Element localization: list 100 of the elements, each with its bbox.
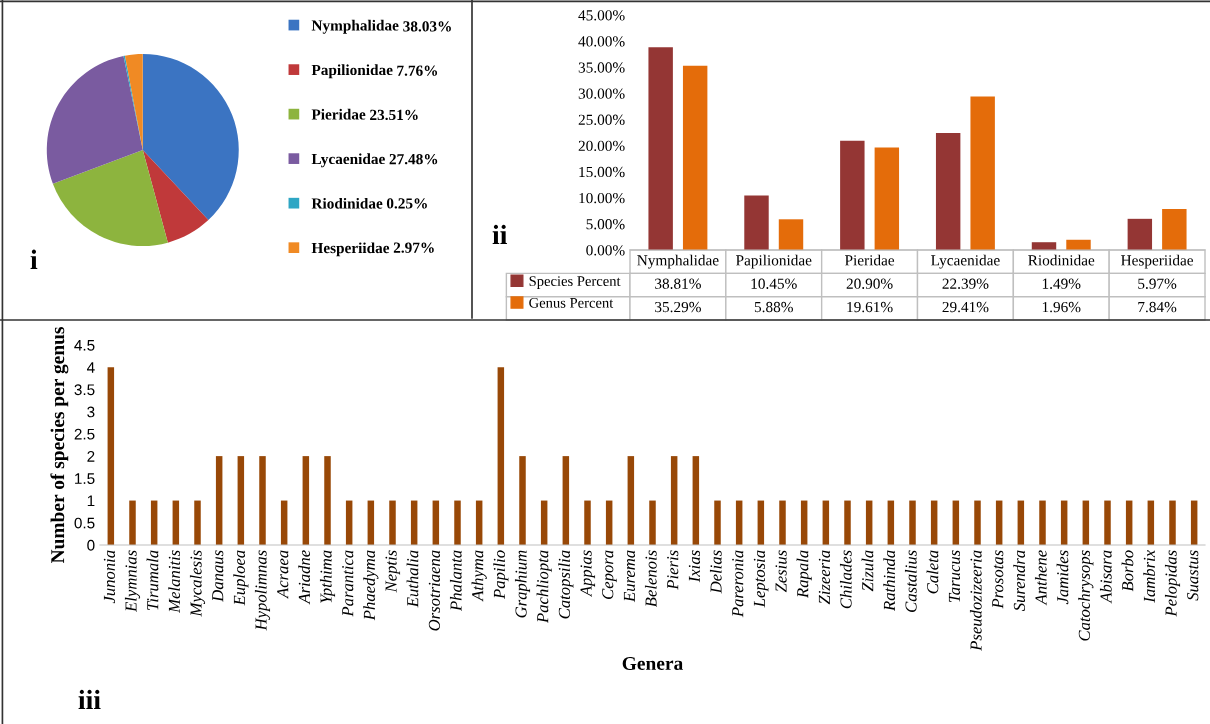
bar xyxy=(194,500,201,545)
x-tick-label: Danaus xyxy=(212,550,224,602)
legend-label: Riodinidae xyxy=(311,197,383,209)
y-tick-label: 3 xyxy=(87,406,95,418)
bar xyxy=(215,456,223,545)
x-tick-label: Eurema xyxy=(623,550,636,603)
x-tick-label: Delias xyxy=(709,550,722,594)
bar xyxy=(324,456,331,545)
x-tick-label: Euthalia xyxy=(406,550,419,608)
legend-label: Pieridae xyxy=(311,108,366,120)
x-tick-label: Iambrix xyxy=(1143,549,1156,603)
x-tick-label: Catochrysops xyxy=(1078,550,1094,641)
x-tick-label: Zesius xyxy=(775,550,787,593)
x-tick-label: Ypthima xyxy=(319,550,336,603)
x-tick-label: Belenois xyxy=(644,550,657,608)
x-tick-label: Caleta xyxy=(926,550,939,594)
pie-slice xyxy=(142,54,239,221)
x-tick-label: Ixias xyxy=(688,550,701,583)
y-tick-label: 35.00% xyxy=(578,62,625,73)
y-tick-label: 30.00% xyxy=(578,88,625,99)
data-label: 5.97% xyxy=(1138,278,1177,289)
bar xyxy=(840,140,865,250)
y-tick-label: 0.00% xyxy=(586,245,625,256)
data-label: 5.88% xyxy=(754,301,793,313)
x-tick-label: Zizula xyxy=(861,550,874,592)
bar xyxy=(389,500,396,545)
data-label: 38.81% xyxy=(655,278,701,289)
bar xyxy=(844,500,851,545)
bar xyxy=(874,147,900,250)
x-tick-label: Phalanta xyxy=(449,550,462,612)
x-tick-label: Euploea xyxy=(233,550,249,606)
data-label: 35.29% xyxy=(655,301,701,313)
y-tick-label: 2.5 xyxy=(74,428,95,440)
bar xyxy=(519,456,526,545)
x-tick-label: Junonia xyxy=(103,550,116,604)
data-label: 0.25% xyxy=(386,198,427,209)
x-tick-label: Papilio xyxy=(493,550,509,600)
legend-label: Papilionidae xyxy=(311,64,393,79)
x-tick-label: Orsotriaena xyxy=(428,550,441,631)
bar xyxy=(682,65,708,250)
x-tick-label: Melanitis xyxy=(168,550,181,614)
x-tick-label: Parantica xyxy=(342,550,354,617)
bar xyxy=(778,219,804,250)
data-label: 2.97% xyxy=(393,242,434,253)
x-tick-label: Abisara xyxy=(1099,550,1112,604)
x-tick-label: Tarucus xyxy=(948,550,961,602)
x-tick-label: Leptosia xyxy=(753,550,769,608)
bar xyxy=(744,195,769,250)
x-tick-label: Jamides xyxy=(1056,550,1069,605)
bar xyxy=(714,500,721,545)
bar xyxy=(1169,500,1176,545)
legend-label: Species Percent xyxy=(529,276,621,289)
x-tick-label: Graphium xyxy=(514,550,531,618)
x-tick-label: Anthene xyxy=(1034,550,1047,606)
category-label: Lycaenidae xyxy=(931,254,1000,269)
legend-label: Lycaenidae xyxy=(311,153,385,168)
x-tick-label: Castalius xyxy=(904,550,917,612)
x-tick-label: Pareronia xyxy=(732,550,744,618)
x-tick-label: Cepora xyxy=(602,550,617,599)
x-tick-label: Neptis xyxy=(385,550,401,593)
y-tick-label: 1.5 xyxy=(75,473,95,485)
bar xyxy=(302,456,310,545)
x-tick-label: Athyma xyxy=(471,550,487,602)
x-tick-label: Ariadne xyxy=(298,550,311,605)
y-tick-label: 0 xyxy=(87,539,95,551)
bar xyxy=(692,456,700,545)
data-label: 7.84% xyxy=(1138,301,1177,313)
text: iii xyxy=(78,689,101,710)
bar xyxy=(259,456,266,545)
data-label: 20.90% xyxy=(846,278,893,289)
x-tick-label: Rapala xyxy=(796,550,812,599)
category-label: Pieridae xyxy=(844,254,895,266)
bar xyxy=(107,367,115,545)
category-label: Riodinidae xyxy=(1028,254,1095,266)
x-tick-label: Prosotas xyxy=(992,550,1004,609)
x-tick-label: Zizeeria xyxy=(818,550,831,605)
data-label: 1.96% xyxy=(1042,301,1081,313)
bar xyxy=(779,500,786,545)
y-tick-label: 2 xyxy=(87,450,95,462)
y-tick-label: 3.5 xyxy=(74,384,95,396)
x-tick-label: Hypolimnas xyxy=(254,550,271,631)
y-tick-label: 10.00% xyxy=(579,192,625,204)
bar xyxy=(454,500,461,545)
data-label: 22.39% xyxy=(942,278,989,289)
category-label: Hesperiidae xyxy=(1121,254,1194,269)
x-tick-label: Pieris xyxy=(667,550,679,590)
data-label: 19.61% xyxy=(847,301,893,313)
y-tick-label: 5.00% xyxy=(586,219,625,230)
bar xyxy=(497,367,505,545)
text: ii xyxy=(492,224,508,245)
bar xyxy=(1127,218,1153,250)
x-tick-label: Rathinda xyxy=(883,550,896,612)
x-tick-label: Borbo xyxy=(1121,550,1134,592)
y-axis-title: Number of species per genus xyxy=(50,327,69,564)
x-tick-label: Elymnias xyxy=(124,550,141,613)
bar xyxy=(1162,209,1187,250)
y-tick-label: 4.5 xyxy=(74,340,95,351)
bar xyxy=(935,133,961,250)
legend-label: Genus Percent xyxy=(529,297,614,308)
bar xyxy=(648,47,673,250)
